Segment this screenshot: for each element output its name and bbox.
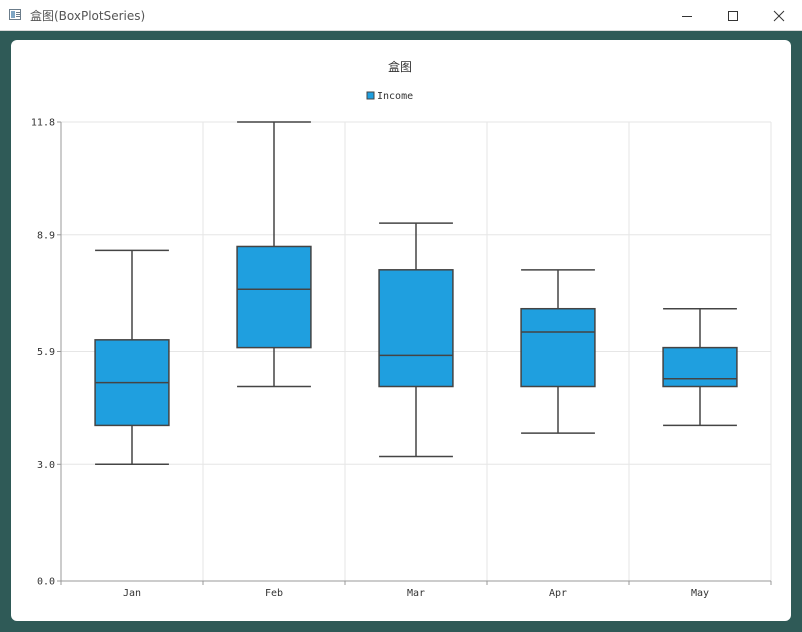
box-iqr (520, 307, 596, 388)
box-iqr (236, 245, 312, 349)
y-tick-label: 11.8 (31, 118, 55, 129)
box-iqr (662, 346, 738, 388)
minimize-button[interactable] (664, 0, 710, 31)
axes: 0.0 3.0 5.9 8.9 11.8 Jan Feb Mar Apr May (31, 118, 772, 599)
x-tick-label: Mar (407, 588, 425, 599)
window-title: 盒图(BoxPlotSeries) (30, 9, 146, 23)
y-tick-label: 3.0 (37, 460, 55, 471)
maximize-button[interactable] (710, 0, 756, 31)
y-tick-label: 8.9 (37, 230, 55, 241)
chart-card: 盒图 Income 0.0 3.0 5.9 8.9 11.8 Jan Feb Mar Apr Ma… (11, 40, 791, 621)
box-mar (378, 222, 454, 458)
box-feb (236, 121, 312, 388)
x-tick-label: Apr (549, 588, 567, 599)
boxplot-chart: 盒图 Income 0.0 3.0 5.9 8.9 11.8 Jan Feb Mar Apr Ma… (31, 59, 772, 599)
legend-label-income: Income (377, 91, 413, 102)
box-iqr (378, 269, 454, 388)
x-tick-label: Jan (123, 588, 141, 599)
maximize-icon (728, 10, 738, 21)
y-tick-label: 0.0 (37, 577, 55, 588)
box-apr (520, 269, 596, 434)
close-button[interactable] (756, 0, 802, 31)
y-tick-label: 5.9 (37, 347, 55, 358)
x-tick-label: Feb (265, 588, 283, 599)
box-jan (94, 249, 170, 466)
minimize-icon (682, 15, 692, 17)
legend: Income (366, 91, 413, 102)
close-icon (773, 10, 785, 21)
x-tick-label: May (691, 588, 709, 599)
title-bar[interactable]: 盒图(BoxPlotSeries) (0, 0, 802, 31)
box-series (94, 121, 738, 466)
chart-title: 盒图 (388, 59, 412, 74)
legend-swatch-income (366, 91, 375, 100)
chart-app-icon (9, 9, 21, 20)
box-may (662, 307, 738, 427)
